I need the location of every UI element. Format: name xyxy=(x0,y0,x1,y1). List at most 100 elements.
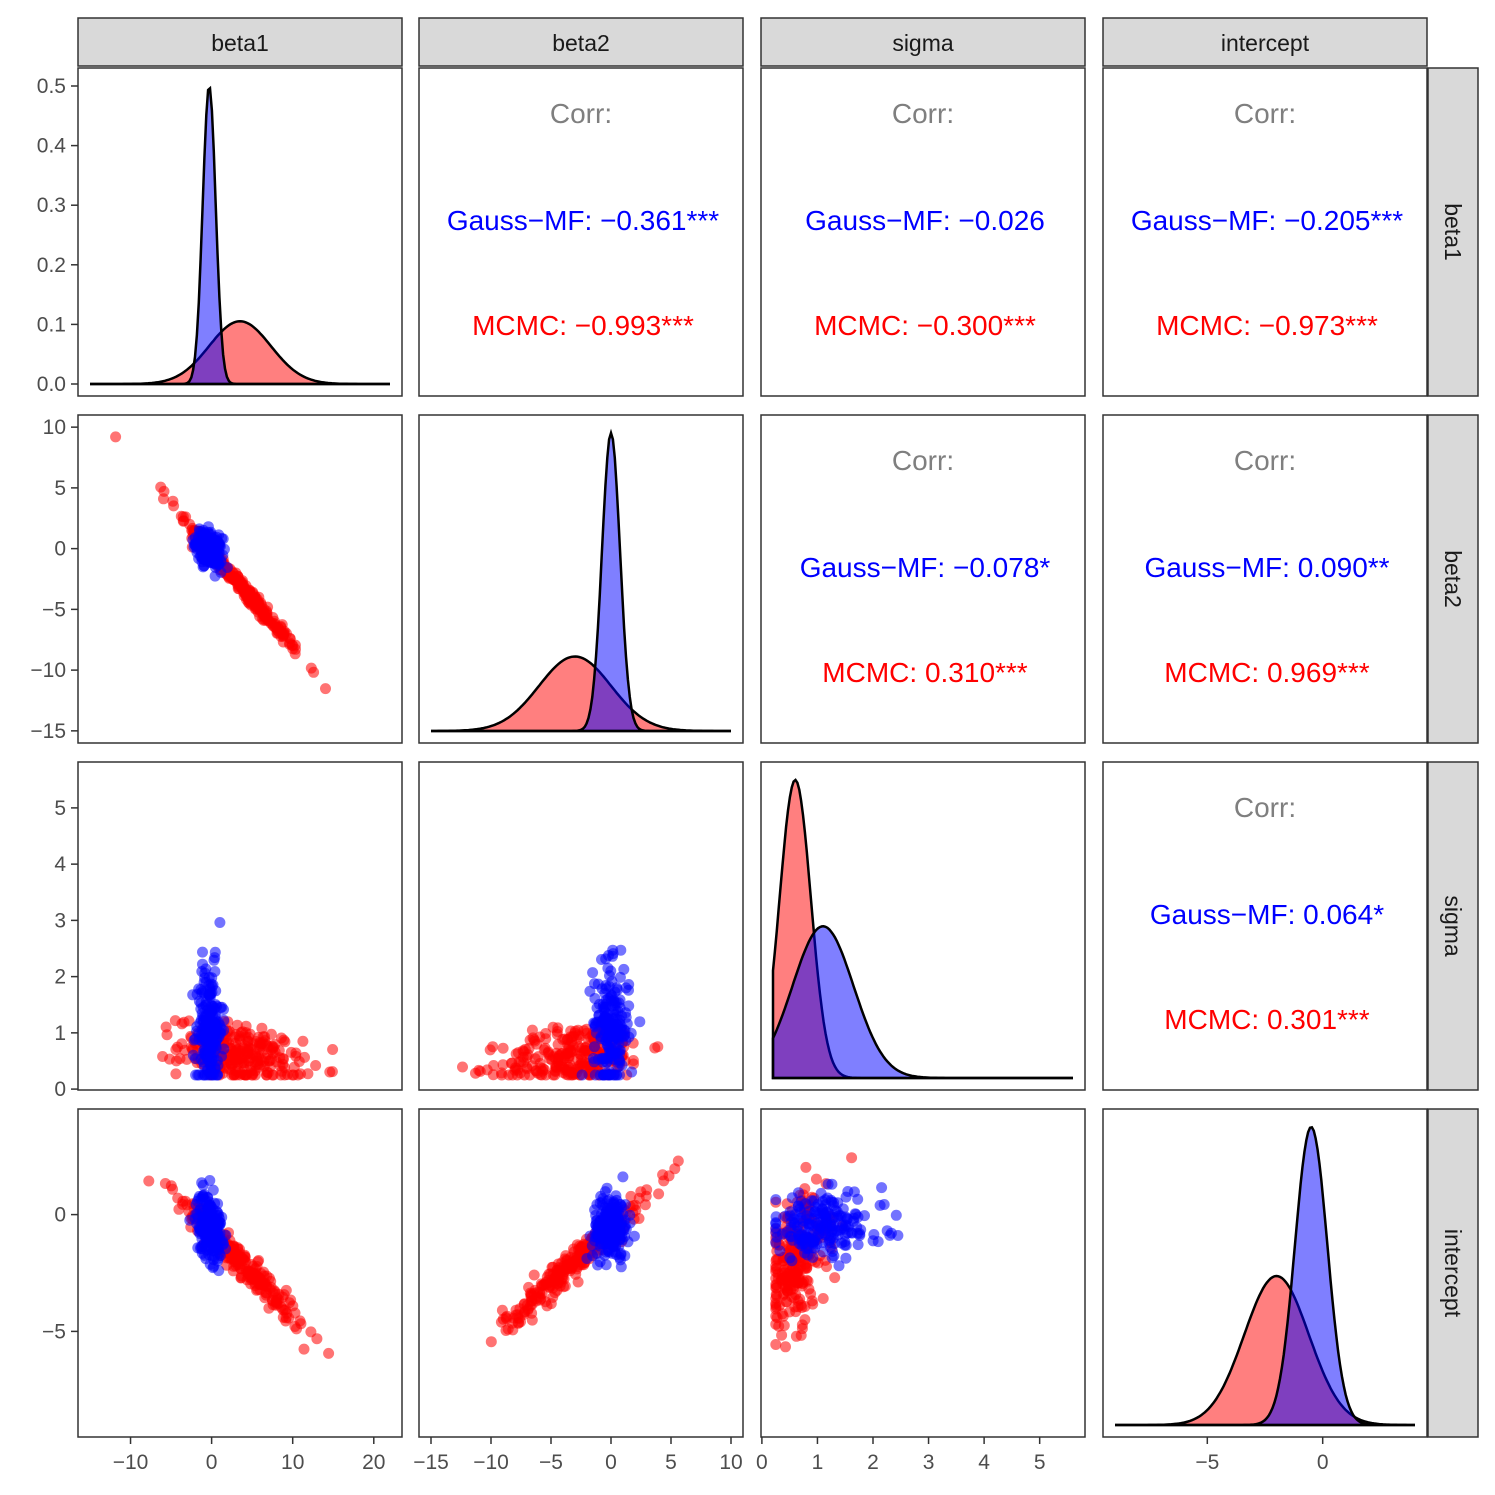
points-gauss-mf xyxy=(184,1175,232,1277)
point xyxy=(202,1044,214,1056)
panel-border xyxy=(760,67,1086,397)
point xyxy=(892,1230,904,1241)
corr-mcmc: MCMC: 0.301*** xyxy=(1164,1004,1370,1035)
point xyxy=(196,966,208,977)
point xyxy=(496,1069,508,1081)
point xyxy=(157,1051,169,1062)
point xyxy=(815,1222,827,1233)
point xyxy=(624,1209,636,1221)
point xyxy=(593,1016,604,1028)
panel-bg xyxy=(419,68,743,396)
corr-gauss-mf: Gauss−MF: −0.026 xyxy=(805,205,1045,236)
point xyxy=(817,1293,829,1304)
x-tick-label-beta2: −15 xyxy=(413,1451,449,1474)
point xyxy=(324,1066,336,1078)
point xyxy=(839,1229,851,1241)
strip-right-intercept xyxy=(1427,1108,1479,1438)
point xyxy=(821,1261,832,1273)
point xyxy=(203,971,215,983)
point xyxy=(817,1246,829,1258)
point xyxy=(488,1060,500,1071)
corr-mcmc: MCMC: −0.993*** xyxy=(472,310,694,341)
panel-beta1-beta1 xyxy=(77,67,403,397)
point xyxy=(833,1260,845,1272)
panel-beta2-sigma: Corr: Gauss−MF: −0.078* MCMC: 0.310*** xyxy=(760,414,1086,744)
point xyxy=(215,566,227,578)
corr-gauss-mf: Gauss−MF: 0.090** xyxy=(1144,552,1389,583)
point xyxy=(799,1314,811,1326)
point xyxy=(212,1252,224,1264)
point xyxy=(227,1058,239,1070)
point xyxy=(167,1183,179,1195)
point xyxy=(308,666,320,678)
panel-beta2-intercept: Corr: Gauss−MF: 0.090** MCMC: 0.969*** xyxy=(1102,414,1428,744)
point xyxy=(784,1206,796,1218)
point xyxy=(822,1178,834,1190)
strip-right-label-beta2: beta2 xyxy=(1440,550,1466,608)
point xyxy=(852,1193,864,1205)
strip-right-sigma xyxy=(1427,761,1479,1091)
point xyxy=(532,1051,544,1063)
point xyxy=(784,1252,796,1264)
y-tick-label-density: 0.4 xyxy=(37,135,67,158)
point xyxy=(607,1013,619,1025)
point xyxy=(625,1190,637,1202)
panel-intercept-intercept xyxy=(1102,1108,1428,1438)
point xyxy=(540,1279,552,1291)
point xyxy=(623,1031,635,1043)
y-tick-label-beta2: −10 xyxy=(30,659,66,682)
point xyxy=(657,1169,669,1181)
corr-title: Corr: xyxy=(892,98,954,129)
point xyxy=(611,1031,622,1043)
point xyxy=(598,1004,610,1016)
y-tick-label-beta2: 10 xyxy=(43,416,66,439)
point xyxy=(601,1039,613,1051)
point xyxy=(615,1261,627,1273)
point xyxy=(594,1256,606,1268)
point xyxy=(291,1323,302,1335)
point xyxy=(515,1316,526,1328)
point xyxy=(199,1224,211,1236)
point xyxy=(770,1339,782,1350)
point xyxy=(258,1060,270,1072)
point xyxy=(288,1069,300,1081)
x-tick-label-sigma: 4 xyxy=(978,1451,990,1474)
point xyxy=(773,1320,785,1332)
point xyxy=(653,1188,665,1200)
point xyxy=(589,1041,600,1053)
point xyxy=(160,1021,172,1033)
panel-sigma-beta2 xyxy=(418,761,744,1091)
panel-beta2-beta2 xyxy=(418,414,744,744)
point xyxy=(176,1018,188,1030)
y-tick-label-beta2: −5 xyxy=(42,598,66,621)
point xyxy=(571,1034,583,1045)
point xyxy=(204,1258,216,1270)
corr-mcmc: MCMC: −0.300*** xyxy=(814,310,1036,341)
point xyxy=(852,1239,864,1251)
strip-top-label-beta1: beta1 xyxy=(211,30,269,56)
panel-bg xyxy=(761,1109,1085,1437)
point xyxy=(600,1026,612,1038)
point xyxy=(628,1230,640,1242)
point xyxy=(587,1053,599,1064)
point xyxy=(245,1065,257,1077)
strip-top-intercept xyxy=(1102,17,1428,67)
corr-mcmc: MCMC: 0.969*** xyxy=(1164,657,1370,688)
point xyxy=(770,1194,782,1206)
point xyxy=(210,537,222,549)
point xyxy=(204,989,216,1001)
point xyxy=(599,1211,611,1223)
panel-beta2-beta1 xyxy=(77,414,403,744)
point xyxy=(551,1028,563,1040)
panel-bg xyxy=(1103,762,1427,1090)
point xyxy=(237,579,249,591)
point xyxy=(600,994,612,1006)
point xyxy=(669,1163,681,1175)
y-tick-label-intercept: 0 xyxy=(54,1204,66,1227)
y-tick-label-sigma: 0 xyxy=(54,1078,66,1101)
panel-intercept-sigma xyxy=(760,1108,1086,1438)
point xyxy=(776,1228,788,1240)
point xyxy=(890,1209,902,1221)
density-gauss-mf xyxy=(1115,1125,1415,1427)
point xyxy=(596,954,607,965)
